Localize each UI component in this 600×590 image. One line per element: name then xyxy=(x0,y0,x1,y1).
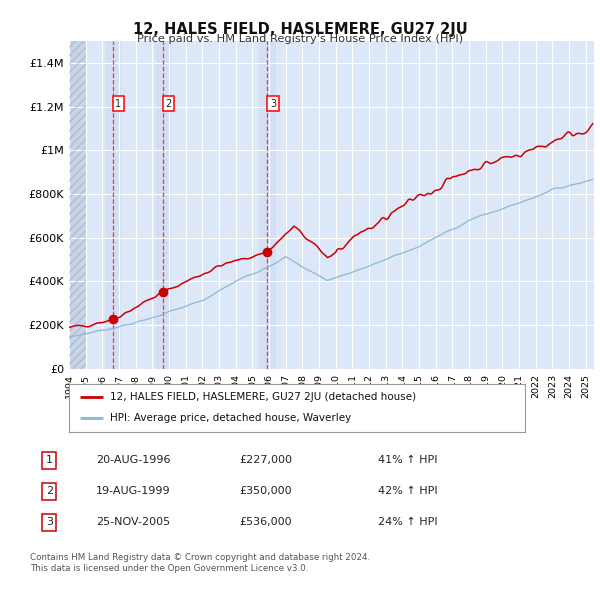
Text: HPI: Average price, detached house, Waverley: HPI: Average price, detached house, Wave… xyxy=(110,414,351,424)
Text: 41% ↑ HPI: 41% ↑ HPI xyxy=(378,455,437,465)
Bar xyxy=(69,41,86,369)
Text: 12, HALES FIELD, HASLEMERE, GU27 2JU (detached house): 12, HALES FIELD, HASLEMERE, GU27 2JU (de… xyxy=(110,392,416,402)
Text: 12, HALES FIELD, HASLEMERE, GU27 2JU: 12, HALES FIELD, HASLEMERE, GU27 2JU xyxy=(133,22,467,37)
Text: 1: 1 xyxy=(115,99,121,109)
Bar xyxy=(69,41,86,369)
Bar xyxy=(155,41,171,369)
Text: £536,000: £536,000 xyxy=(240,517,292,527)
Text: Contains HM Land Registry data © Crown copyright and database right 2024.
This d: Contains HM Land Registry data © Crown c… xyxy=(30,553,370,573)
Text: 24% ↑ HPI: 24% ↑ HPI xyxy=(378,517,437,527)
Text: 3: 3 xyxy=(270,99,276,109)
Text: 2: 2 xyxy=(46,486,53,496)
Text: £350,000: £350,000 xyxy=(240,486,292,496)
Text: £227,000: £227,000 xyxy=(240,455,293,465)
Text: 42% ↑ HPI: 42% ↑ HPI xyxy=(378,486,437,496)
Text: 2: 2 xyxy=(166,99,172,109)
Text: Price paid vs. HM Land Registry's House Price Index (HPI): Price paid vs. HM Land Registry's House … xyxy=(137,34,463,44)
Bar xyxy=(259,41,275,369)
Text: 3: 3 xyxy=(46,517,53,527)
Text: 1: 1 xyxy=(46,455,53,465)
Text: 25-NOV-2005: 25-NOV-2005 xyxy=(96,517,170,527)
Text: 19-AUG-1999: 19-AUG-1999 xyxy=(96,486,171,496)
Bar xyxy=(104,41,121,369)
Text: 20-AUG-1996: 20-AUG-1996 xyxy=(96,455,171,465)
